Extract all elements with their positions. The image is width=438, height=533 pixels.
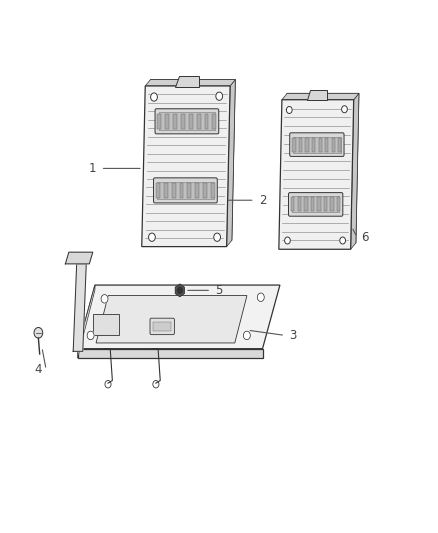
Bar bbox=[189, 114, 193, 129]
Circle shape bbox=[285, 237, 290, 244]
Bar bbox=[305, 138, 309, 151]
FancyBboxPatch shape bbox=[154, 178, 217, 203]
Circle shape bbox=[286, 107, 292, 114]
Polygon shape bbox=[226, 79, 235, 247]
Bar bbox=[291, 197, 294, 212]
Bar bbox=[325, 138, 328, 151]
Text: 5: 5 bbox=[215, 284, 223, 297]
Circle shape bbox=[257, 293, 264, 302]
Circle shape bbox=[244, 331, 251, 340]
Text: 2: 2 bbox=[259, 193, 266, 207]
Circle shape bbox=[101, 295, 108, 303]
Text: 6: 6 bbox=[361, 231, 368, 244]
Bar bbox=[311, 197, 314, 212]
Polygon shape bbox=[307, 90, 327, 100]
Bar bbox=[181, 114, 185, 129]
FancyBboxPatch shape bbox=[159, 112, 215, 130]
Bar bbox=[157, 114, 161, 129]
Bar bbox=[197, 114, 201, 129]
Text: 4: 4 bbox=[35, 364, 42, 376]
Bar bbox=[205, 114, 208, 129]
FancyBboxPatch shape bbox=[153, 322, 171, 331]
FancyBboxPatch shape bbox=[157, 182, 214, 199]
Bar bbox=[304, 197, 307, 212]
FancyBboxPatch shape bbox=[290, 133, 344, 156]
Bar bbox=[337, 197, 340, 212]
Circle shape bbox=[214, 233, 220, 241]
Circle shape bbox=[342, 106, 347, 113]
Polygon shape bbox=[65, 252, 93, 264]
Polygon shape bbox=[279, 100, 354, 249]
Polygon shape bbox=[78, 285, 95, 358]
Polygon shape bbox=[175, 76, 199, 86]
Bar bbox=[156, 183, 160, 198]
Circle shape bbox=[151, 93, 157, 101]
Bar bbox=[203, 183, 207, 198]
Text: 1: 1 bbox=[89, 162, 96, 175]
Polygon shape bbox=[284, 93, 359, 243]
Circle shape bbox=[216, 92, 223, 100]
Bar bbox=[172, 183, 176, 198]
Bar bbox=[165, 114, 169, 129]
Bar bbox=[180, 183, 184, 198]
Bar bbox=[332, 138, 335, 151]
FancyBboxPatch shape bbox=[289, 192, 343, 216]
Bar bbox=[212, 114, 216, 129]
Polygon shape bbox=[78, 349, 262, 358]
Circle shape bbox=[340, 237, 346, 244]
Polygon shape bbox=[351, 93, 359, 249]
Circle shape bbox=[148, 233, 155, 241]
FancyBboxPatch shape bbox=[292, 196, 339, 213]
Polygon shape bbox=[175, 284, 184, 297]
Circle shape bbox=[177, 287, 183, 294]
Polygon shape bbox=[282, 93, 359, 100]
Circle shape bbox=[34, 327, 43, 338]
Bar bbox=[312, 138, 315, 151]
Polygon shape bbox=[96, 296, 247, 343]
Bar bbox=[330, 197, 334, 212]
Bar bbox=[164, 183, 168, 198]
Bar bbox=[317, 197, 321, 212]
Text: 3: 3 bbox=[290, 329, 297, 342]
Bar bbox=[195, 183, 199, 198]
FancyBboxPatch shape bbox=[155, 109, 219, 134]
Bar bbox=[298, 197, 301, 212]
Bar bbox=[338, 138, 341, 151]
Polygon shape bbox=[73, 264, 86, 351]
FancyBboxPatch shape bbox=[93, 314, 119, 335]
Bar bbox=[187, 183, 191, 198]
FancyBboxPatch shape bbox=[293, 136, 341, 152]
Bar bbox=[293, 138, 296, 151]
Bar bbox=[299, 138, 302, 151]
Bar bbox=[324, 197, 327, 212]
Polygon shape bbox=[78, 285, 280, 349]
Polygon shape bbox=[142, 86, 230, 247]
Circle shape bbox=[87, 331, 94, 340]
Polygon shape bbox=[145, 79, 235, 86]
Bar bbox=[211, 183, 215, 198]
Polygon shape bbox=[147, 79, 235, 240]
Bar bbox=[173, 114, 177, 129]
Bar bbox=[318, 138, 322, 151]
FancyBboxPatch shape bbox=[150, 318, 174, 335]
